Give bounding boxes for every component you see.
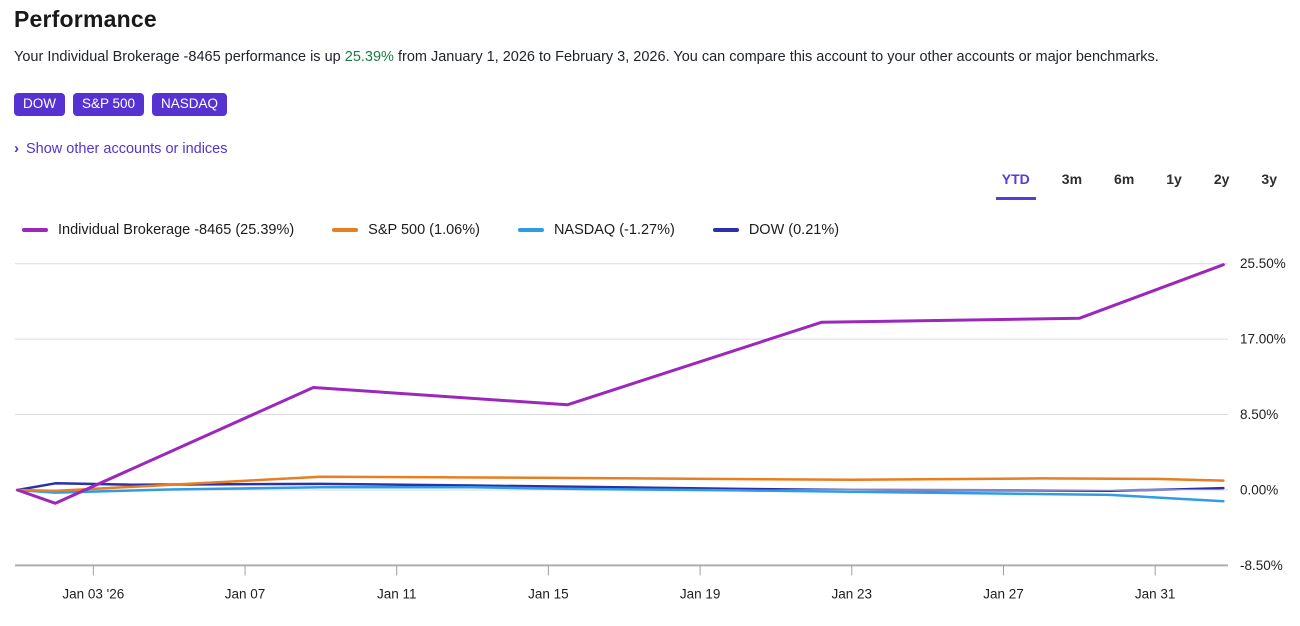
range-tab-1y[interactable]: 1y bbox=[1166, 171, 1182, 187]
range-tab-2y[interactable]: 2y bbox=[1213, 171, 1230, 187]
x-axis-label: Jan 27 bbox=[983, 586, 1024, 601]
benchmark-chip-sp500[interactable]: S&P 500 bbox=[73, 93, 145, 116]
series-line-dow[interactable] bbox=[16, 482, 1225, 492]
range-tab-3y[interactable]: 3y bbox=[1261, 171, 1277, 187]
y-axis-label: 0.00% bbox=[1240, 482, 1278, 497]
performance-chart-area[interactable]: 25.50% 17.00% 8.50% 0.00% -8.50% Jan 03 '26 Ja… bbox=[0, 250, 1300, 621]
performance-summary-text: Your Individual Brokerage -8465 performa… bbox=[14, 49, 1159, 65]
x-axis-label: Jan 23 bbox=[832, 586, 873, 601]
performance-change-percent: 25.39% bbox=[344, 49, 394, 65]
benchmark-chip-group: DOW S&P 500 NASDAQ bbox=[14, 93, 228, 116]
legend-item-sp500[interactable]: S&P 500 (1.06%) bbox=[332, 222, 480, 238]
x-axis-label: Jan 15 bbox=[528, 586, 569, 601]
y-axis-label: 17.00% bbox=[1240, 332, 1286, 347]
legend-label: DOW (0.21%) bbox=[748, 222, 840, 238]
summary-suffix: from January 1, 2026 to February 3, 2026… bbox=[393, 49, 1159, 65]
range-tab-3m[interactable]: 3m bbox=[1061, 171, 1083, 187]
x-axis-label: Jan 31 bbox=[1135, 586, 1176, 601]
legend-item-dow[interactable]: DOW (0.21%) bbox=[712, 222, 840, 238]
x-axis-label: Jan 07 bbox=[225, 586, 266, 601]
benchmark-chip-nasdaq[interactable]: NASDAQ bbox=[152, 93, 228, 116]
page-title: Performance bbox=[14, 6, 157, 32]
y-axis-label: -8.50% bbox=[1240, 558, 1283, 573]
show-other-accounts-label: Show other accounts or indices bbox=[26, 140, 228, 157]
series-line-s-p-500[interactable] bbox=[16, 475, 1225, 493]
legend-label: Individual Brokerage -8465 (25.39%) bbox=[58, 222, 295, 238]
line-swatch-icon bbox=[712, 228, 739, 232]
x-axis-label: Jan 19 bbox=[680, 586, 721, 601]
legend-label: NASDAQ (-1.27%) bbox=[553, 222, 675, 238]
performance-chart: 25.50% 17.00% 8.50% 0.00% -8.50% Jan 03 '26 Ja… bbox=[15, 256, 1286, 601]
x-axis-label: Jan 11 bbox=[377, 586, 417, 601]
line-swatch-icon bbox=[22, 228, 48, 232]
x-axis-label: Jan 03 '26 bbox=[62, 586, 124, 601]
series-line-nasdaq[interactable] bbox=[16, 486, 1225, 503]
line-swatch-icon bbox=[517, 228, 544, 232]
series-line-individual-brokerage-8465[interactable] bbox=[16, 263, 1225, 505]
line-swatch-icon bbox=[332, 228, 359, 232]
y-axis-label: 25.50% bbox=[1240, 256, 1286, 271]
y-axis-label: 8.50% bbox=[1240, 407, 1278, 422]
summary-prefix: Your Individual Brokerage -8465 performa… bbox=[14, 49, 345, 65]
chart-legend: Individual Brokerage -8465 (25.39%) S&P … bbox=[22, 221, 839, 239]
benchmark-chip-dow[interactable]: DOW bbox=[14, 93, 65, 116]
time-range-tabs: YTD 3m 6m 1y 2y 3y bbox=[995, 168, 1278, 200]
legend-item-nasdaq[interactable]: NASDAQ (-1.27%) bbox=[517, 222, 675, 238]
legend-label: S&P 500 (1.06%) bbox=[368, 222, 480, 238]
show-other-accounts-link[interactable]: › Show other accounts or indices bbox=[14, 140, 228, 157]
range-tab-6m[interactable]: 6m bbox=[1114, 171, 1135, 187]
chevron-right-icon: › bbox=[14, 140, 19, 157]
legend-item-individual-brokerage[interactable]: Individual Brokerage -8465 (25.39%) bbox=[22, 222, 294, 238]
range-tab-ytd[interactable]: YTD bbox=[995, 168, 1036, 200]
